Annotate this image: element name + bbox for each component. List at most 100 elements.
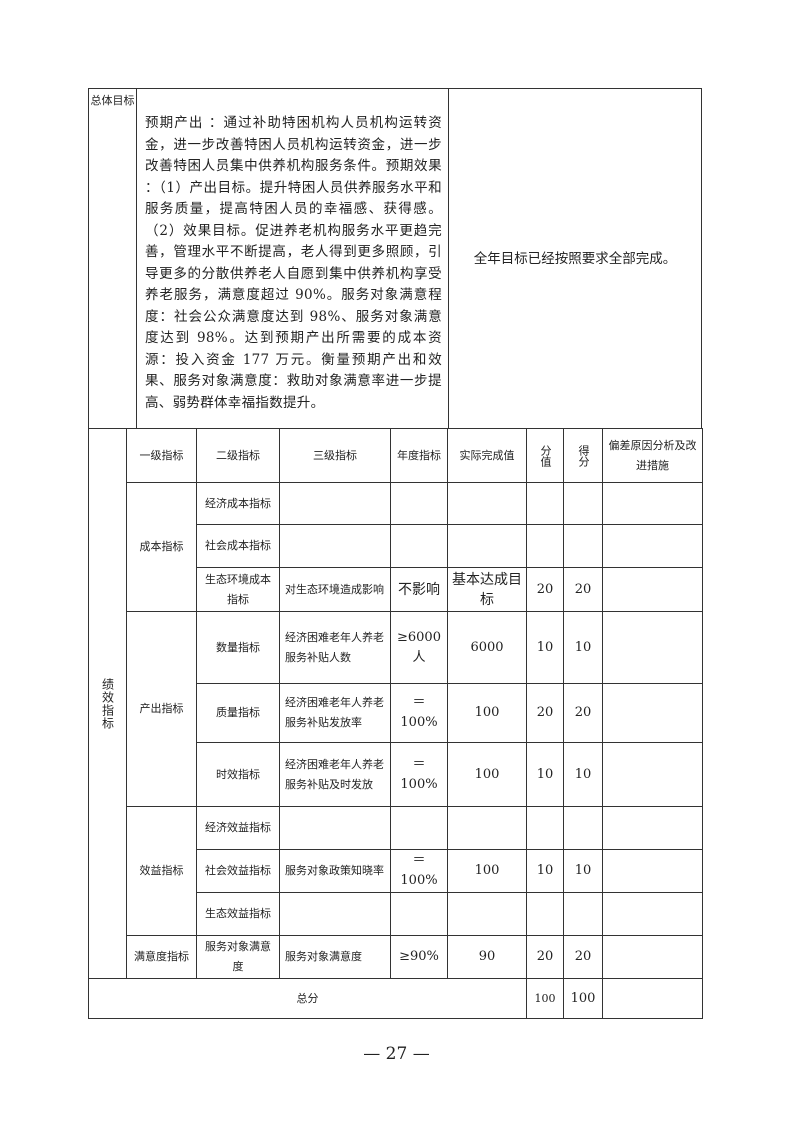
column-header: 实际完成值 [447, 428, 527, 483]
score-value: 20 [526, 683, 564, 743]
overall-goal-content: 预期产出 ：通过补助特困机构人员机构运转资金，进一步改善特困人员机构运转资金，进… [137, 89, 449, 428]
level2-indicator: 服务对象满意度 [196, 935, 280, 979]
annual-target: ≥6000人 [390, 611, 448, 684]
actual-value: 100 [447, 849, 527, 893]
table-row: 时效指标 经济困难老年人养老服务补贴及时发放 ＝100% 100 10 10 [89, 742, 703, 807]
annual-target: ≥90% [390, 935, 448, 979]
total-got: 100 [563, 978, 603, 1019]
score-value: 20 [526, 935, 564, 979]
actual-value [447, 482, 527, 525]
score-got: 10 [563, 611, 603, 684]
column-header: 一级指标 [126, 428, 197, 483]
annual-target: ＝100% [390, 849, 448, 893]
score-value: 20 [526, 567, 564, 612]
header-row: 绩效指标 一级指标 二级指标 三级指标 年度指标 实际完成值 分值 得分 偏差原因分析及改进措施 [88, 428, 703, 979]
deviation-note [602, 611, 703, 684]
score-got: 20 [563, 567, 603, 612]
level2-indicator: 生态效益指标 [196, 892, 280, 936]
deviation-note [602, 482, 703, 525]
score-got [563, 524, 603, 568]
level3-indicator [279, 806, 391, 850]
deviation-note [602, 742, 703, 807]
table-row: 社会成本指标 [89, 524, 703, 568]
table-row: 质量指标 经济困难老年人养老服务补贴发放率 ＝100% 100 20 20 [89, 683, 703, 743]
score-value [526, 892, 564, 936]
column-header: 偏差原因分析及改进措施 [602, 428, 703, 483]
score-value: 10 [526, 849, 564, 893]
column-header: 得分 [563, 428, 603, 483]
total-score: 100 [526, 978, 564, 1019]
score-got [563, 892, 603, 936]
annual-target [390, 482, 448, 525]
level2-indicator: 经济成本指标 [196, 482, 280, 525]
level3-indicator [279, 482, 391, 525]
deviation-note [602, 935, 703, 979]
annual-target [390, 892, 448, 936]
deviation-note [602, 849, 703, 893]
column-header: 分值 [526, 428, 564, 483]
score-value [526, 482, 564, 525]
score-value: 10 [526, 742, 564, 807]
level2-indicator: 经济效益指标 [196, 806, 280, 850]
actual-value: 90 [447, 935, 527, 979]
annual-target: ＝100% [390, 742, 448, 807]
deviation-note [602, 524, 703, 568]
score-got: 10 [563, 742, 603, 807]
level2-indicator: 社会成本指标 [196, 524, 280, 568]
actual-value: 100 [447, 683, 527, 743]
total-label: 总分 [88, 978, 527, 1019]
actual-value [447, 806, 527, 850]
level2-indicator: 社会效益指标 [196, 849, 280, 893]
total-note [602, 978, 703, 1019]
annual-target [390, 524, 448, 568]
total-row: 总分 100 100 [88, 978, 703, 1019]
annual-target: ＝100% [390, 683, 448, 743]
score-value [526, 806, 564, 850]
table-row: 成本指标 经济成本指标 [89, 482, 703, 612]
level3-indicator: 对生态环境造成影响 [279, 567, 391, 612]
overall-goal-section: 总体目标 预期产出 ：通过补助特困机构人员机构运转资金，进一步改善特困人员机构运… [88, 88, 702, 428]
column-header: 年度指标 [390, 428, 448, 483]
level3-indicator: 经济困难老年人养老服务补贴人数 [279, 611, 391, 684]
performance-table: 绩效指标 一级指标 二级指标 三级指标 年度指标 实际完成值 分值 得分 偏差原因分析及改进措施… [88, 428, 703, 1019]
level1-indicator: 产出指标 [126, 611, 197, 807]
score-got: 20 [563, 683, 603, 743]
table-row: 满意度指标 服务对象满意度 服务对象满意度 ≥90% 90 20 20 [89, 935, 703, 979]
overall-goal-label: 总体目标 [89, 89, 137, 428]
score-got: 10 [563, 849, 603, 893]
annual-target: 不影响 [390, 567, 448, 612]
score-got [563, 482, 603, 525]
level3-indicator: 服务对象满意度 [279, 935, 391, 979]
level3-indicator [279, 524, 391, 568]
level2-indicator: 数量指标 [196, 611, 280, 684]
column-header: 二级指标 [196, 428, 280, 483]
column-header: 三级指标 [279, 428, 391, 483]
actual-value: 100 [447, 742, 527, 807]
deviation-note [602, 683, 703, 743]
annual-target [390, 806, 448, 850]
deviation-note [602, 892, 703, 936]
actual-value: 6000 [447, 611, 527, 684]
score-got [563, 806, 603, 850]
level1-indicator: 效益指标 [126, 806, 197, 936]
overall-goal-result: 全年目标已经按照要求全部完成。 [473, 250, 677, 267]
score-value [526, 524, 564, 568]
level2-indicator: 生态环境成本指标 [196, 567, 280, 612]
table-row: 效益指标 经济效益指标 [89, 806, 703, 936]
table-row: 社会效益指标 服务对象政策知晓率 ＝100% 100 10 10 [89, 849, 703, 893]
score-value: 10 [526, 611, 564, 684]
deviation-note [602, 806, 703, 850]
actual-value: 基本达成目标 [447, 567, 527, 612]
level1-indicator: 成本指标 [126, 482, 197, 612]
level3-indicator: 经济困难老年人养老服务补贴发放率 [279, 683, 391, 743]
level3-indicator: 服务对象政策知晓率 [279, 849, 391, 893]
performance-label: 绩效指标 [88, 428, 127, 979]
level3-indicator: 经济困难老年人养老服务补贴及时发放 [279, 742, 391, 807]
page-number: — 27 — [363, 1044, 430, 1064]
level2-indicator: 时效指标 [196, 742, 280, 807]
actual-value [447, 892, 527, 936]
score-got: 20 [563, 935, 603, 979]
level2-indicator: 质量指标 [196, 683, 280, 743]
level1-indicator: 满意度指标 [126, 935, 197, 979]
actual-value [447, 524, 527, 568]
